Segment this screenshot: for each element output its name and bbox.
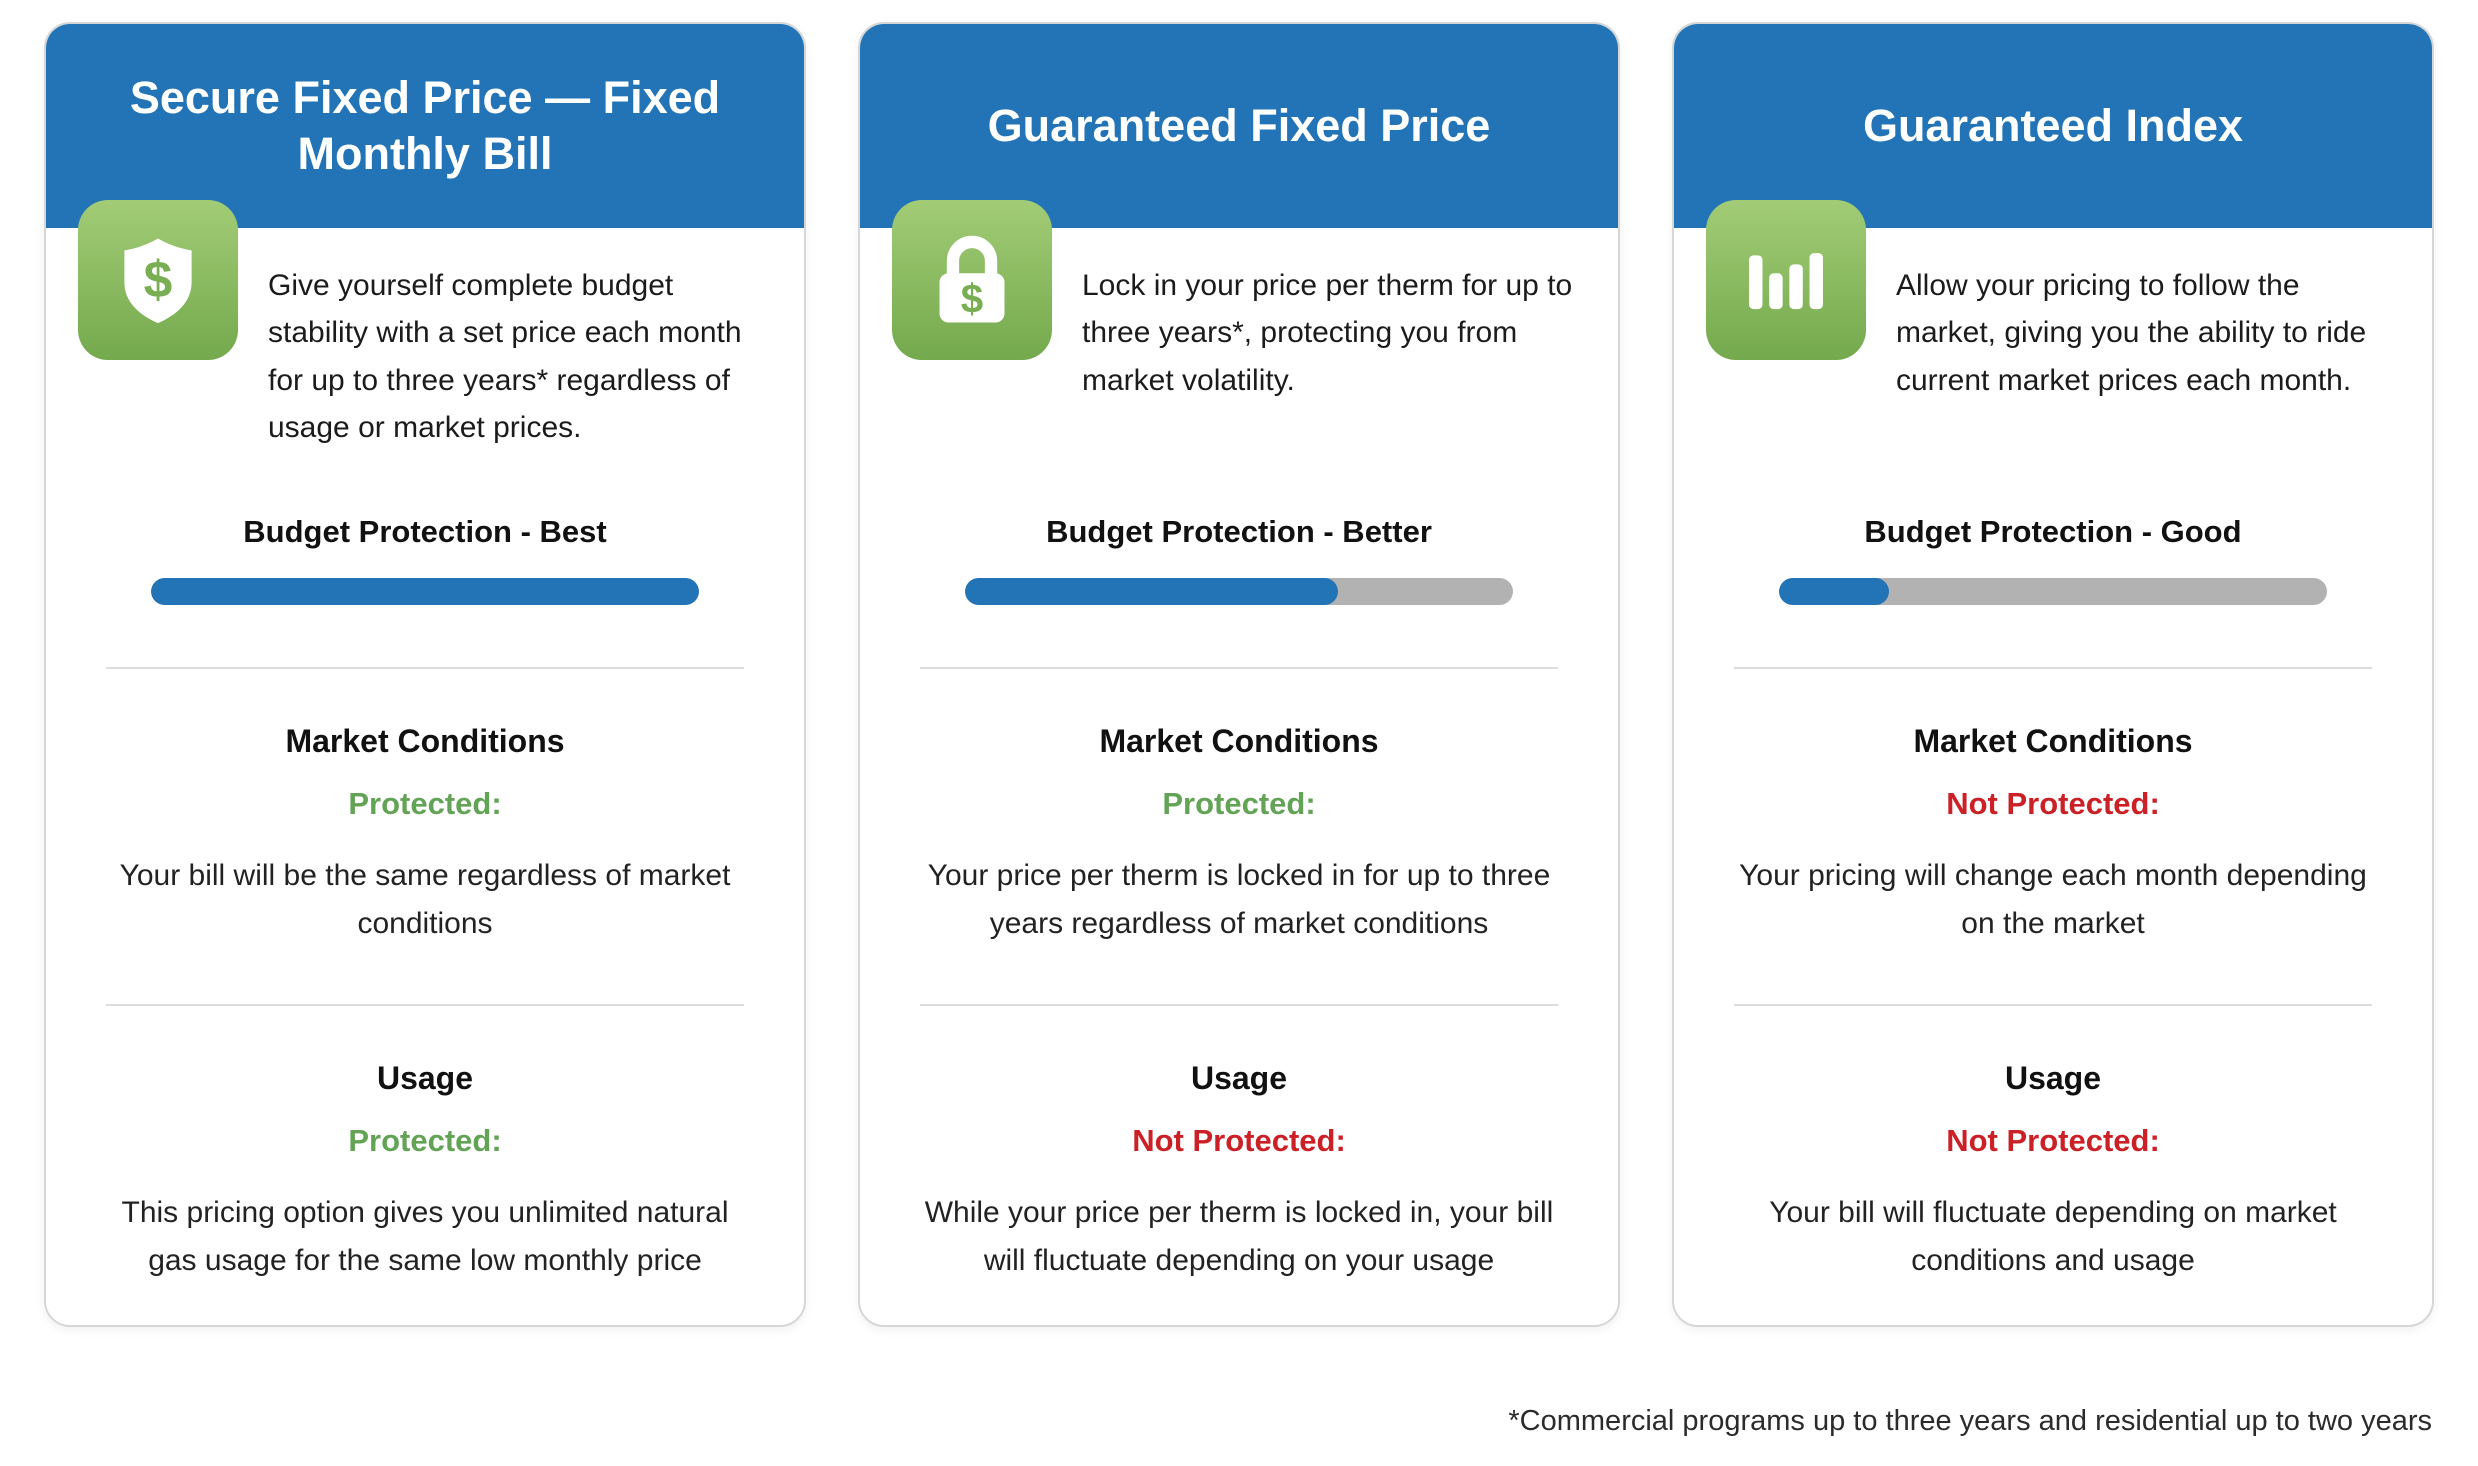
usage-text: This pricing option gives you unlimited …: [121, 1196, 729, 1277]
card-header: Guaranteed Index: [1674, 24, 2432, 228]
pricing-card-guaranteed-index: Guaranteed Index Allow your pricing to f…: [1672, 22, 2434, 1327]
divider: [1734, 1004, 2372, 1006]
card-description: Allow your pricing to follow the market,…: [1896, 269, 2367, 397]
card-header: Guaranteed Fixed Price: [860, 24, 1618, 228]
pricing-cards: Secure Fixed Price — Fixed Monthly Bill …: [44, 22, 2434, 1327]
lock-dollar-icon: $: [892, 200, 1052, 360]
budget-protection-meter-fill: [151, 578, 699, 605]
shield-dollar-icon: $: [78, 200, 238, 360]
budget-protection-meter: [1779, 578, 2327, 605]
usage-section: Usage Not Protected: While your price pe…: [902, 1006, 1576, 1285]
card-body: $ Give yourself complete budget stabilit…: [46, 200, 804, 1325]
pricing-card-guaranteed-fixed-price: Guaranteed Fixed Price $ Lock in your pr…: [858, 22, 1620, 1327]
divider: [106, 1004, 744, 1006]
commercial-residential-footnote: *Commercial programs up to three years a…: [1508, 1405, 2432, 1437]
usage-status: Not Protected:: [1132, 1123, 1346, 1158]
usage-text: While your price per therm is locked in,…: [924, 1196, 1554, 1277]
market-conditions-heading: Market Conditions: [285, 723, 565, 759]
divider: [1734, 667, 2372, 669]
card-title: Guaranteed Fixed Price: [987, 99, 1491, 151]
card-intro: $ Give yourself complete budget stabilit…: [78, 200, 762, 478]
usage-section: Usage Not Protected: Your bill will fluc…: [1716, 1006, 2390, 1285]
card-description: Lock in your price per therm for up to t…: [1082, 269, 1573, 397]
usage-heading: Usage: [1190, 1060, 1288, 1096]
usage-text: Your bill will fluctuate depending on ma…: [1769, 1196, 2337, 1277]
usage-section: Usage Protected: This pricing option giv…: [88, 1006, 762, 1285]
usage-heading: Usage: [376, 1060, 474, 1096]
card-body: $ Lock in your price per therm for up to…: [860, 200, 1618, 1325]
bar-chart-icon: [1706, 200, 1866, 360]
budget-protection-label: Budget Protection - Best: [243, 514, 607, 549]
divider: [920, 1004, 1558, 1006]
card-body: Allow your pricing to follow the market,…: [1674, 200, 2432, 1325]
card-header: Secure Fixed Price — Fixed Monthly Bill: [46, 24, 804, 228]
budget-protection-meter: [965, 578, 1513, 605]
market-conditions-text: Your price per therm is locked in for up…: [927, 859, 1551, 940]
market-conditions-section: Market Conditions Protected: Your price …: [902, 669, 1576, 948]
card-title: Guaranteed Index: [1862, 99, 2244, 151]
card-title: Secure Fixed Price — Fixed Monthly Bill: [129, 71, 721, 179]
card-intro: $ Lock in your price per therm for up to…: [892, 200, 1576, 478]
budget-protection-meter-fill: [965, 578, 1338, 605]
budget-protection-label: Budget Protection - Good: [1864, 514, 2242, 549]
market-conditions-status: Protected:: [348, 786, 502, 821]
market-conditions-text: Your pricing will change each month depe…: [1739, 859, 2367, 940]
market-conditions-heading: Market Conditions: [1913, 723, 2193, 759]
budget-protection-meter: [151, 578, 699, 605]
market-conditions-text: Your bill will be the same regardless of…: [119, 859, 731, 940]
divider: [106, 667, 744, 669]
card-description: Give yourself complete budget stability …: [268, 269, 742, 445]
market-conditions-section: Market Conditions Not Protected: Your pr…: [1716, 669, 2390, 948]
market-conditions-heading: Market Conditions: [1099, 723, 1379, 759]
divider: [920, 667, 1558, 669]
card-intro: Allow your pricing to follow the market,…: [1706, 200, 2390, 478]
market-conditions-section: Market Conditions Protected: Your bill w…: [88, 669, 762, 948]
pricing-card-secure-fixed-price: Secure Fixed Price — Fixed Monthly Bill …: [44, 22, 806, 1327]
market-conditions-status: Protected:: [1162, 786, 1316, 821]
usage-status: Protected:: [348, 1123, 502, 1158]
svg-text:$: $: [144, 250, 173, 308]
usage-status: Not Protected:: [1946, 1123, 2160, 1158]
market-conditions-status: Not Protected:: [1946, 786, 2160, 821]
budget-protection-meter-fill: [1779, 578, 1889, 605]
usage-heading: Usage: [2004, 1060, 2102, 1096]
svg-text:$: $: [961, 275, 983, 321]
budget-protection-label: Budget Protection - Better: [1046, 514, 1432, 549]
